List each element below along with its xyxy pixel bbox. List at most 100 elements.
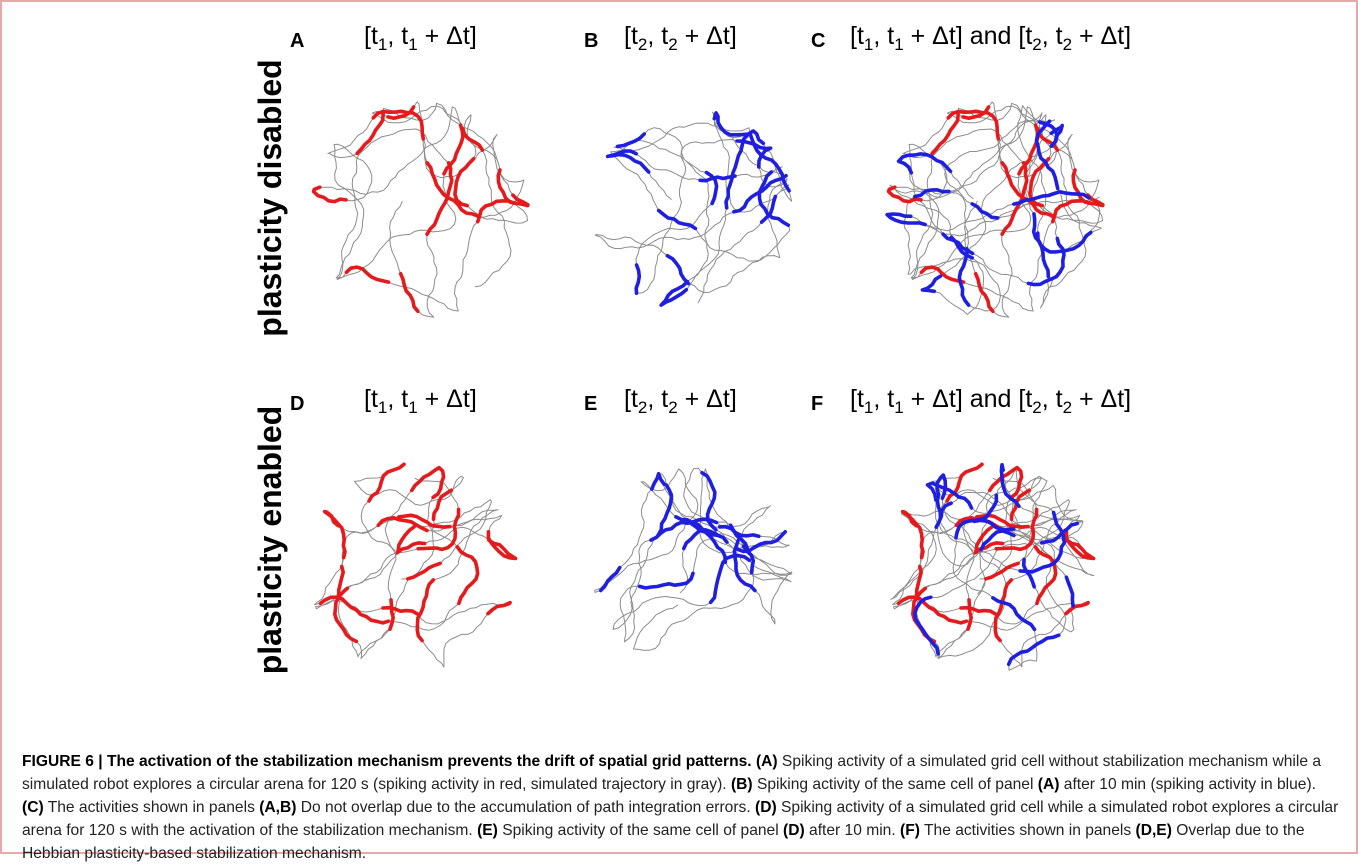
spike-segment <box>914 564 924 598</box>
spike-segment <box>398 271 420 314</box>
spike-segment <box>416 507 461 552</box>
panel-b-plot <box>594 111 793 307</box>
spike-segment <box>634 263 642 296</box>
spike-segment <box>637 571 695 590</box>
spike-segment <box>431 488 454 522</box>
spike-segment <box>344 265 391 284</box>
spike-segment <box>425 161 454 236</box>
spike-segment <box>396 513 452 529</box>
spike-segment <box>665 254 691 286</box>
spike-segment <box>970 202 1000 220</box>
spike-segment <box>1051 510 1066 542</box>
spike-segment <box>460 127 485 152</box>
spike-segment <box>405 561 442 581</box>
spike-segment <box>656 483 674 537</box>
spike-segment <box>974 524 994 553</box>
spike-segment <box>991 596 1037 632</box>
panel-letter-e: E <box>584 393 597 415</box>
spike-segment <box>605 149 651 174</box>
spike-segment <box>649 517 719 542</box>
spike-segment <box>1018 540 1067 574</box>
spike-segment <box>961 105 991 121</box>
spike-segment <box>945 462 984 503</box>
spike-segment <box>930 112 960 156</box>
spike-segment <box>367 462 406 503</box>
spike-segment <box>1026 236 1066 287</box>
spike-segment <box>409 465 446 500</box>
spike-segment <box>999 462 1021 509</box>
spike-segment <box>934 501 953 530</box>
spike-segment <box>972 518 1016 532</box>
spike-segment <box>1071 168 1105 208</box>
panel-title-e: [t2, t2 + Δt] <box>624 385 737 417</box>
spike-segment <box>698 174 737 183</box>
spike-segment <box>896 152 953 175</box>
spike-segment <box>735 139 773 169</box>
spike-segment <box>311 185 348 204</box>
spike-segment <box>336 564 346 598</box>
spike-segment <box>919 265 966 284</box>
spike-segment <box>496 168 530 208</box>
spike-segment <box>1037 120 1059 144</box>
panel-title-b: [t2, t2 + Δt] <box>624 22 737 54</box>
panel-letter-a: A <box>290 30 304 52</box>
spike-segment <box>1000 161 1055 218</box>
spike-segment <box>395 541 427 555</box>
trajectory-line <box>892 463 1095 668</box>
caption-lead: FIGURE 6 | The activation of the stabili… <box>22 753 752 770</box>
spike-segment <box>912 188 951 199</box>
panel-e-plot <box>594 467 793 651</box>
spike-segment <box>453 157 476 208</box>
spike-segment <box>1036 230 1093 254</box>
panel-letter-d: D <box>290 393 304 415</box>
row-label-plasticity-disabled: plasticity disabled <box>252 59 288 336</box>
figure-panels: plasticity disabled plasticity enabled A… <box>252 22 1131 675</box>
panel-title-d: [t1, t1 + Δt] <box>364 385 477 417</box>
spike-segment <box>724 132 750 210</box>
spike-segment <box>615 132 647 149</box>
row-label-plasticity-enabled: plasticity enabled <box>252 406 288 675</box>
panel-title-a: [t1, t1 + Δt] <box>364 22 477 54</box>
spike-segment <box>732 538 757 593</box>
spike-segment <box>959 605 998 616</box>
spike-segment <box>1021 557 1036 589</box>
spike-segment <box>1064 529 1096 561</box>
spike-segment <box>957 247 971 307</box>
spike-segment <box>1051 199 1091 224</box>
spike-segment <box>925 481 974 510</box>
spike-segment <box>381 605 420 616</box>
spike-segment <box>712 111 766 146</box>
spike-segment <box>486 529 518 561</box>
panel-letter-b: B <box>584 30 598 52</box>
trajectory-line <box>594 467 793 651</box>
spike-segment <box>704 170 719 206</box>
spike-segment <box>900 509 925 560</box>
spike-segment <box>415 578 436 643</box>
trajectory-line <box>886 105 1102 315</box>
spike-segment <box>973 541 1005 555</box>
trajectory-line <box>314 463 517 668</box>
spike-segment <box>455 545 480 606</box>
spike-segment <box>1064 600 1090 616</box>
spike-segment <box>993 578 1014 643</box>
spike-segment <box>920 274 943 294</box>
panel-letter-f: F <box>811 393 823 415</box>
spike-segment <box>732 173 788 214</box>
spike-segment <box>396 524 416 553</box>
spike-segment <box>987 465 1024 500</box>
spike-segment <box>994 507 1039 552</box>
spike-segment <box>1006 633 1061 667</box>
spike-segment <box>656 208 698 231</box>
panel-c-plot <box>885 101 1105 318</box>
spike-segment <box>983 561 1020 581</box>
figure-caption: FIGURE 6 | The activation of the stabili… <box>22 750 1340 865</box>
spike-segment <box>659 279 690 307</box>
spike-segment <box>598 565 622 593</box>
spike-segment <box>966 598 974 632</box>
spike-segment <box>475 199 516 224</box>
spike-segment <box>1011 190 1091 206</box>
spike-segment <box>1028 157 1051 208</box>
spike-segment <box>425 161 480 218</box>
spike-segment <box>1039 521 1080 545</box>
